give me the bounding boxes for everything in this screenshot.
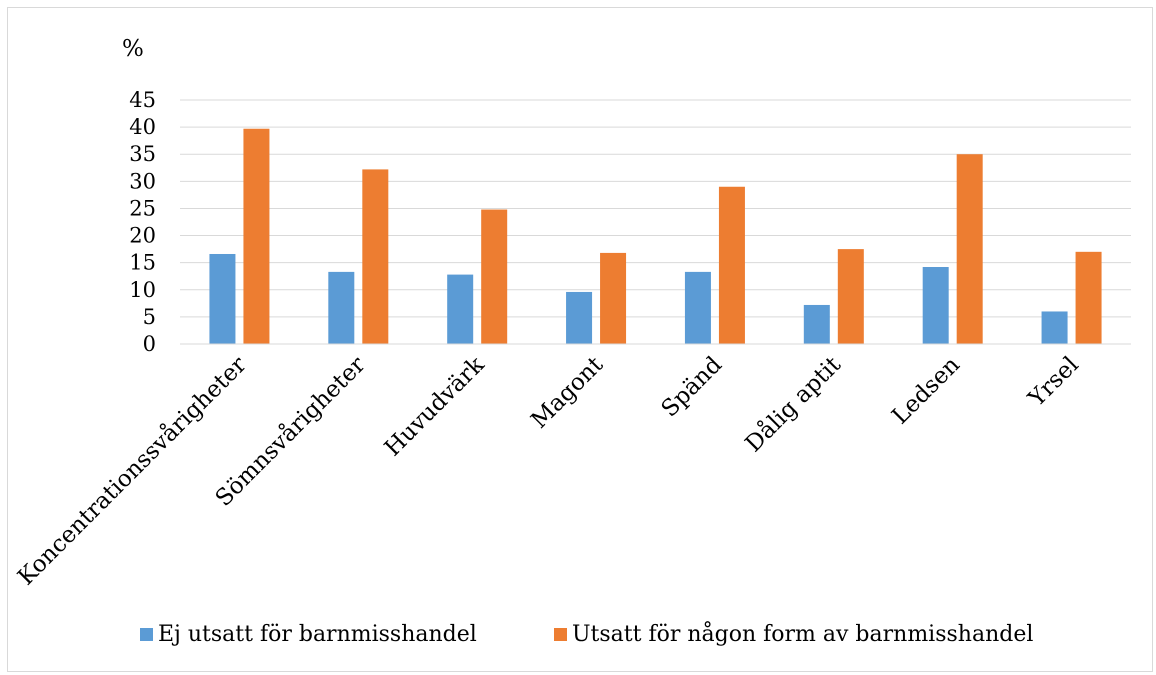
legend-label-0: Ej utsatt för barnmisshandel [158,622,477,647]
x-axis-labels: KoncentrationssvårigheterSömnsvårigheter… [12,351,1083,591]
x-category-label: Koncentrationssvårigheter [12,351,251,590]
bar-utsatt-7 [1075,251,1102,344]
bar-utsatt-4 [718,186,745,344]
y-tick-label: 10 [129,278,156,302]
x-category-label: Ledsen [887,352,965,430]
y-tick-label: 0 [143,332,156,356]
bar-utsatt-3 [600,252,627,344]
bar-ej-utsatt-7 [1041,311,1068,344]
x-category-label: Yrsel [1023,352,1084,413]
y-tick-label: 40 [129,115,156,139]
y-tick-label: 5 [143,305,156,329]
y-tick-label: 30 [129,169,156,193]
y-unit-label: % [122,36,144,62]
bar-utsatt-5 [837,249,864,344]
bar-utsatt-2 [481,209,508,344]
legend: Ej utsatt för barnmisshandel Utsatt för n… [140,620,1033,647]
y-tick-label: 35 [129,142,156,166]
y-tick-label: 25 [129,196,156,220]
bar-ej-utsatt-2 [447,274,474,344]
bar-ej-utsatt-5 [803,304,830,344]
y-axis-ticks: 0 5 10 15 20 25 30 35 40 45 [129,88,156,356]
bar-ej-utsatt-4 [684,271,711,344]
x-category-label: Spänd [657,352,728,423]
x-category-label: Magont [526,351,608,433]
legend-swatch-1 [554,628,567,641]
legend-swatch-0 [140,628,153,641]
bar-ej-utsatt-3 [566,291,593,344]
y-tick-label: 15 [129,251,156,275]
gridlines [180,99,1131,318]
bars [209,128,1102,344]
x-category-label: Huvudvärk [380,351,490,461]
bar-ej-utsatt-1 [328,271,355,344]
x-category-label: Dålig aptit [740,351,847,458]
bar-utsatt-1 [362,169,389,344]
bar-utsatt-6 [956,154,983,344]
bar-ej-utsatt-6 [922,267,949,344]
bar-utsatt-0 [243,128,270,344]
y-tick-label: 45 [129,88,156,112]
bar-ej-utsatt-0 [209,253,236,344]
y-tick-label: 20 [129,224,156,248]
legend-label-1: Utsatt för någon form av barnmisshandel [572,620,1033,647]
